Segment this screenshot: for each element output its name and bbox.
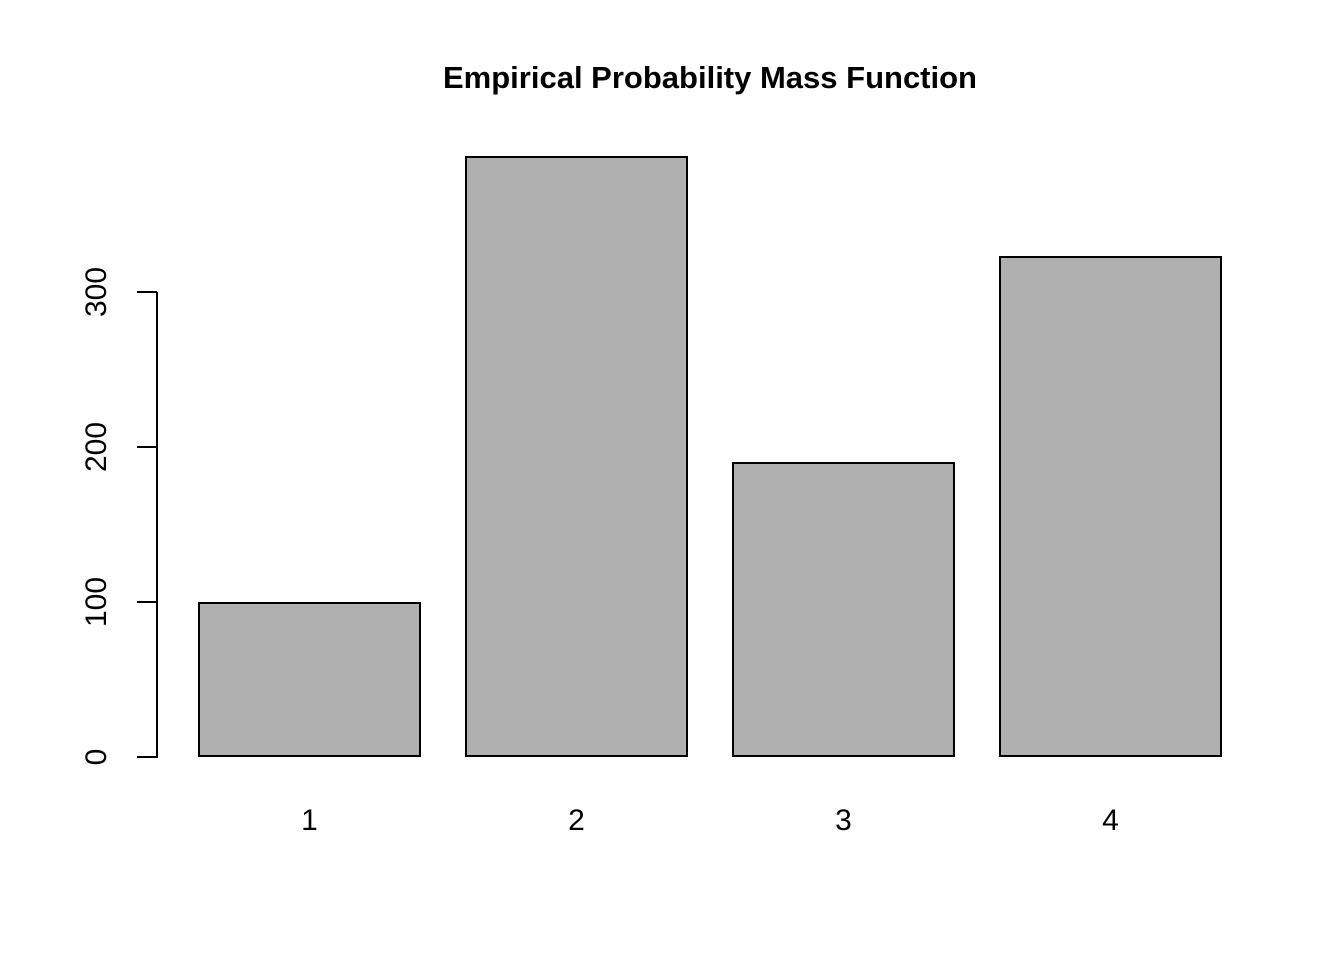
bar	[732, 462, 955, 757]
x-tick-label: 3	[835, 804, 852, 837]
y-axis-line	[156, 292, 158, 758]
x-tick-label: 2	[568, 804, 585, 837]
y-tick	[137, 291, 157, 293]
chart-title: Empirical Probability Mass Function	[443, 60, 977, 95]
y-tick-label: 300	[80, 266, 113, 318]
y-tick	[137, 601, 157, 603]
y-tick	[137, 446, 157, 448]
y-tick-label: 0	[80, 748, 113, 766]
y-tick	[137, 756, 157, 758]
bar	[465, 156, 688, 757]
x-tick-label: 1	[301, 804, 318, 837]
y-tick-label: 200	[80, 421, 113, 473]
y-tick-label: 100	[80, 576, 113, 628]
bar	[999, 256, 1222, 757]
x-tick-label: 4	[1102, 804, 1119, 837]
bar	[198, 602, 421, 757]
